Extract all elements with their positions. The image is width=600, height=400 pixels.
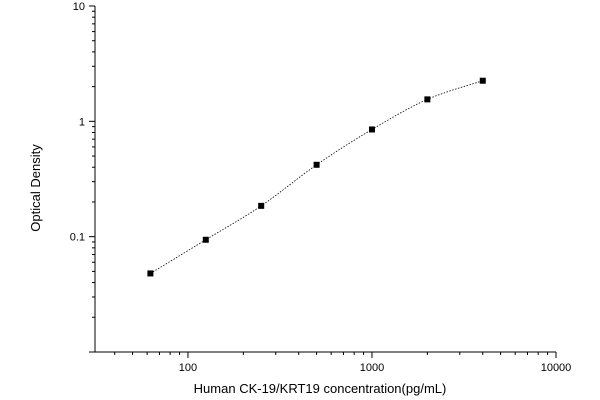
x-tick-label: 1000 (360, 362, 384, 374)
data-point (479, 77, 486, 84)
data-point (202, 236, 209, 243)
data-point (368, 126, 375, 133)
x-tick-label: 100 (179, 362, 197, 374)
data-point (258, 202, 265, 209)
data-point (313, 161, 320, 168)
axes: 0.1 1 10 100 1000 10000 (70, 1, 572, 374)
x-axis-label: Human CK-19/KRT19 concentration(pg/mL) (194, 381, 447, 396)
y-tick-label: 0.1 (70, 232, 85, 244)
data-points-layer (147, 77, 486, 277)
y-tick-label: 1 (79, 116, 85, 128)
data-point (424, 96, 431, 103)
y-tick-label: 10 (73, 1, 85, 13)
x-tick-label: 10000 (541, 362, 572, 374)
fit-curve (150, 80, 483, 274)
y-axis-label: Optical Density (28, 144, 43, 232)
data-point (147, 270, 154, 277)
fit-curve-layer (150, 80, 483, 274)
